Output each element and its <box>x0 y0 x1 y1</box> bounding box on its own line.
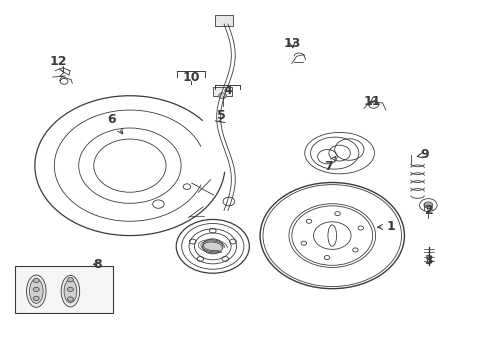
Text: 5: 5 <box>216 109 225 122</box>
Ellipse shape <box>29 279 43 303</box>
Text: 10: 10 <box>182 71 199 84</box>
Text: 13: 13 <box>283 36 300 50</box>
Bar <box>215 15 232 26</box>
Text: 3: 3 <box>424 254 432 267</box>
Circle shape <box>33 287 39 292</box>
Text: 11: 11 <box>363 95 380 108</box>
Circle shape <box>218 93 226 99</box>
Bar <box>212 87 232 96</box>
Bar <box>15 266 113 313</box>
Ellipse shape <box>64 279 77 303</box>
Text: 12: 12 <box>49 55 67 72</box>
Text: 2: 2 <box>425 204 433 217</box>
Ellipse shape <box>61 275 80 307</box>
Circle shape <box>33 278 39 283</box>
Text: 6: 6 <box>107 113 122 134</box>
Circle shape <box>67 278 73 282</box>
Circle shape <box>33 296 39 301</box>
Circle shape <box>202 239 223 254</box>
Text: 8: 8 <box>93 258 102 271</box>
Text: 4: 4 <box>223 84 231 97</box>
Text: 7: 7 <box>324 157 335 173</box>
Text: 9: 9 <box>416 148 428 161</box>
Ellipse shape <box>26 275 46 307</box>
Circle shape <box>67 297 73 301</box>
Circle shape <box>423 202 432 208</box>
Circle shape <box>67 287 73 292</box>
Text: 1: 1 <box>377 220 394 233</box>
